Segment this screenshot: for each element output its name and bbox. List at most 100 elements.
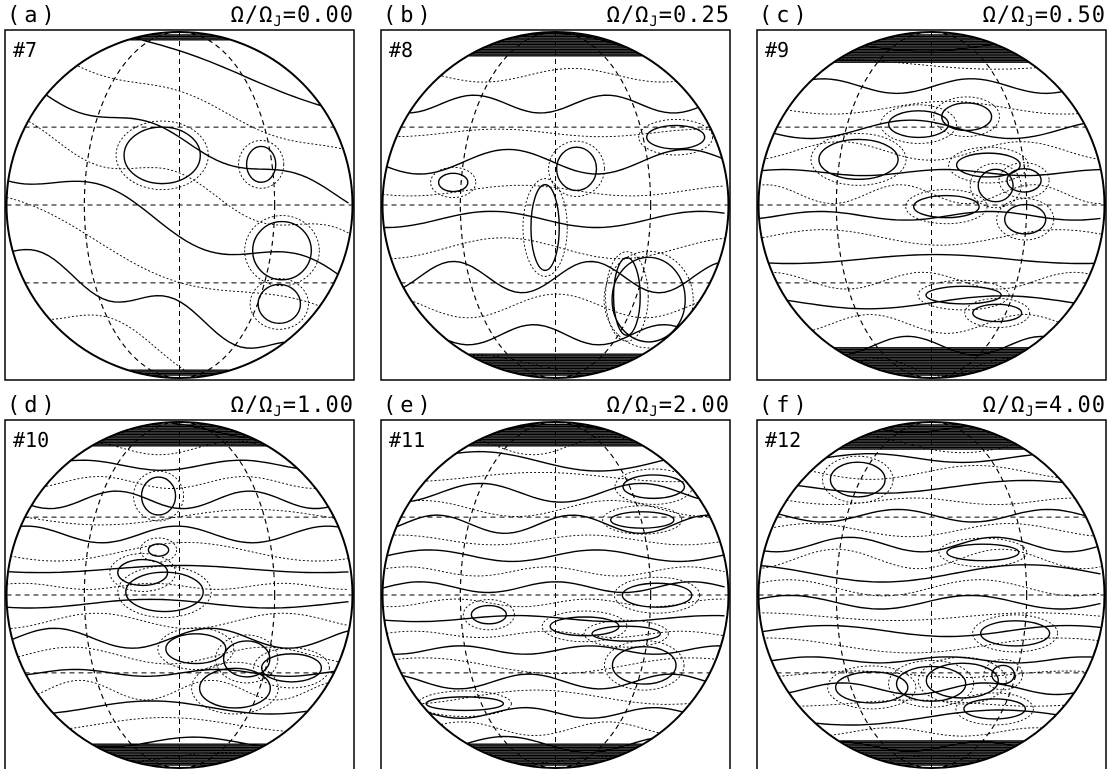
- panel: (b) Ω/ΩJ=0.25 #8: [381, 3, 730, 380]
- contour: [759, 565, 1101, 582]
- contour: [759, 498, 1101, 505]
- contour: [426, 697, 503, 711]
- contour: [647, 125, 705, 149]
- contour: [383, 567, 725, 576]
- panel: (a) Ω/ΩJ=0.00 #7: [5, 0, 354, 422]
- contour: [142, 477, 176, 515]
- contour: [383, 129, 725, 137]
- contour: [383, 631, 725, 637]
- rotation-subscript: J: [649, 404, 658, 420]
- rotation-label: Ω/ΩJ=0.00: [231, 3, 354, 30]
- panel: (e)Ω/ΩJ=2.00#11: [381, 393, 730, 769]
- rotation-value: =1.00: [283, 393, 354, 418]
- contour: [759, 272, 1101, 289]
- panel-label: (b): [383, 3, 435, 28]
- panel-label: (d): [7, 393, 59, 418]
- contour: [7, 543, 349, 562]
- contour: [7, 491, 349, 509]
- contour: [918, 657, 1006, 704]
- contour: [906, 190, 987, 224]
- contour: [759, 595, 1101, 609]
- contour: [604, 641, 684, 690]
- rotation-subscript: J: [649, 14, 658, 30]
- contour: [383, 690, 725, 704]
- contour: [7, 30, 349, 150]
- run-label: #8: [389, 38, 413, 62]
- run-label: #12: [765, 428, 801, 452]
- contour: [914, 196, 979, 218]
- rotation-value: =0.25: [659, 3, 730, 28]
- rotation-value: =4.00: [1035, 393, 1106, 418]
- panel: (d)Ω/ΩJ=1.00#10: [5, 393, 354, 769]
- contour: [7, 113, 349, 233]
- contour: [383, 722, 725, 736]
- contour: [942, 103, 992, 131]
- contour: [759, 454, 1101, 463]
- rotation-subscript: J: [273, 14, 282, 30]
- contour: [7, 526, 349, 543]
- contour: [759, 509, 1101, 522]
- contour: [819, 139, 898, 179]
- contour: [7, 718, 349, 733]
- globe-content: [7, 422, 353, 768]
- contour: [965, 298, 1030, 327]
- contour: [759, 580, 1101, 596]
- run-label: #7: [13, 38, 37, 62]
- contour: [811, 133, 906, 185]
- globe-content: [759, 422, 1105, 768]
- contour: [383, 68, 725, 82]
- contour: [124, 127, 200, 184]
- contour: [759, 142, 1101, 161]
- contour: [759, 120, 1101, 138]
- contour: [759, 524, 1101, 537]
- globe-content: [383, 32, 729, 378]
- globe-content: [7, 0, 353, 422]
- contour: [759, 657, 1101, 663]
- contour: [604, 251, 693, 348]
- contour: [7, 566, 349, 573]
- contour: [603, 506, 682, 534]
- contour: [759, 481, 1101, 494]
- contour: [939, 538, 1027, 567]
- contour: [7, 701, 349, 714]
- contour: [531, 185, 559, 271]
- globe-content: [383, 422, 729, 768]
- contour: [7, 599, 349, 608]
- contour: [7, 647, 349, 664]
- contour: [383, 616, 725, 622]
- contour: [612, 257, 685, 342]
- contour: [116, 121, 208, 190]
- contour: [140, 538, 176, 562]
- contour: [759, 613, 1101, 621]
- contour: [253, 222, 312, 280]
- panel-label: (f): [759, 393, 811, 418]
- rotation-symbol: Ω/Ω: [983, 3, 1026, 28]
- contour: [383, 674, 725, 689]
- contour: [383, 294, 725, 318]
- contour: [759, 230, 1101, 246]
- contour: [947, 544, 1019, 561]
- panel: (f)Ω/ΩJ=4.00#12: [757, 393, 1106, 769]
- contour: [258, 284, 300, 323]
- contour: [759, 537, 1101, 552]
- rotation-symbol: Ω/Ω: [607, 3, 650, 28]
- contour: [383, 550, 725, 562]
- contour: [439, 173, 468, 191]
- panel-label: (a): [7, 3, 59, 28]
- contour: [523, 179, 567, 277]
- rotation-value: =0.00: [283, 3, 354, 28]
- contour: [418, 691, 511, 717]
- contour: [7, 181, 349, 283]
- contour: [383, 582, 725, 593]
- contour: [250, 278, 308, 329]
- contour: [926, 286, 1001, 304]
- contour: [1005, 205, 1046, 234]
- contour: [383, 535, 725, 545]
- panel: (c)Ω/ΩJ=0.50#9: [757, 3, 1106, 380]
- contour: [964, 699, 1025, 719]
- contour: [557, 147, 597, 190]
- rotation-symbol: Ω/Ω: [231, 3, 274, 28]
- contour: [383, 658, 725, 674]
- rotation-symbol: Ω/Ω: [607, 393, 650, 418]
- contour: [247, 146, 276, 182]
